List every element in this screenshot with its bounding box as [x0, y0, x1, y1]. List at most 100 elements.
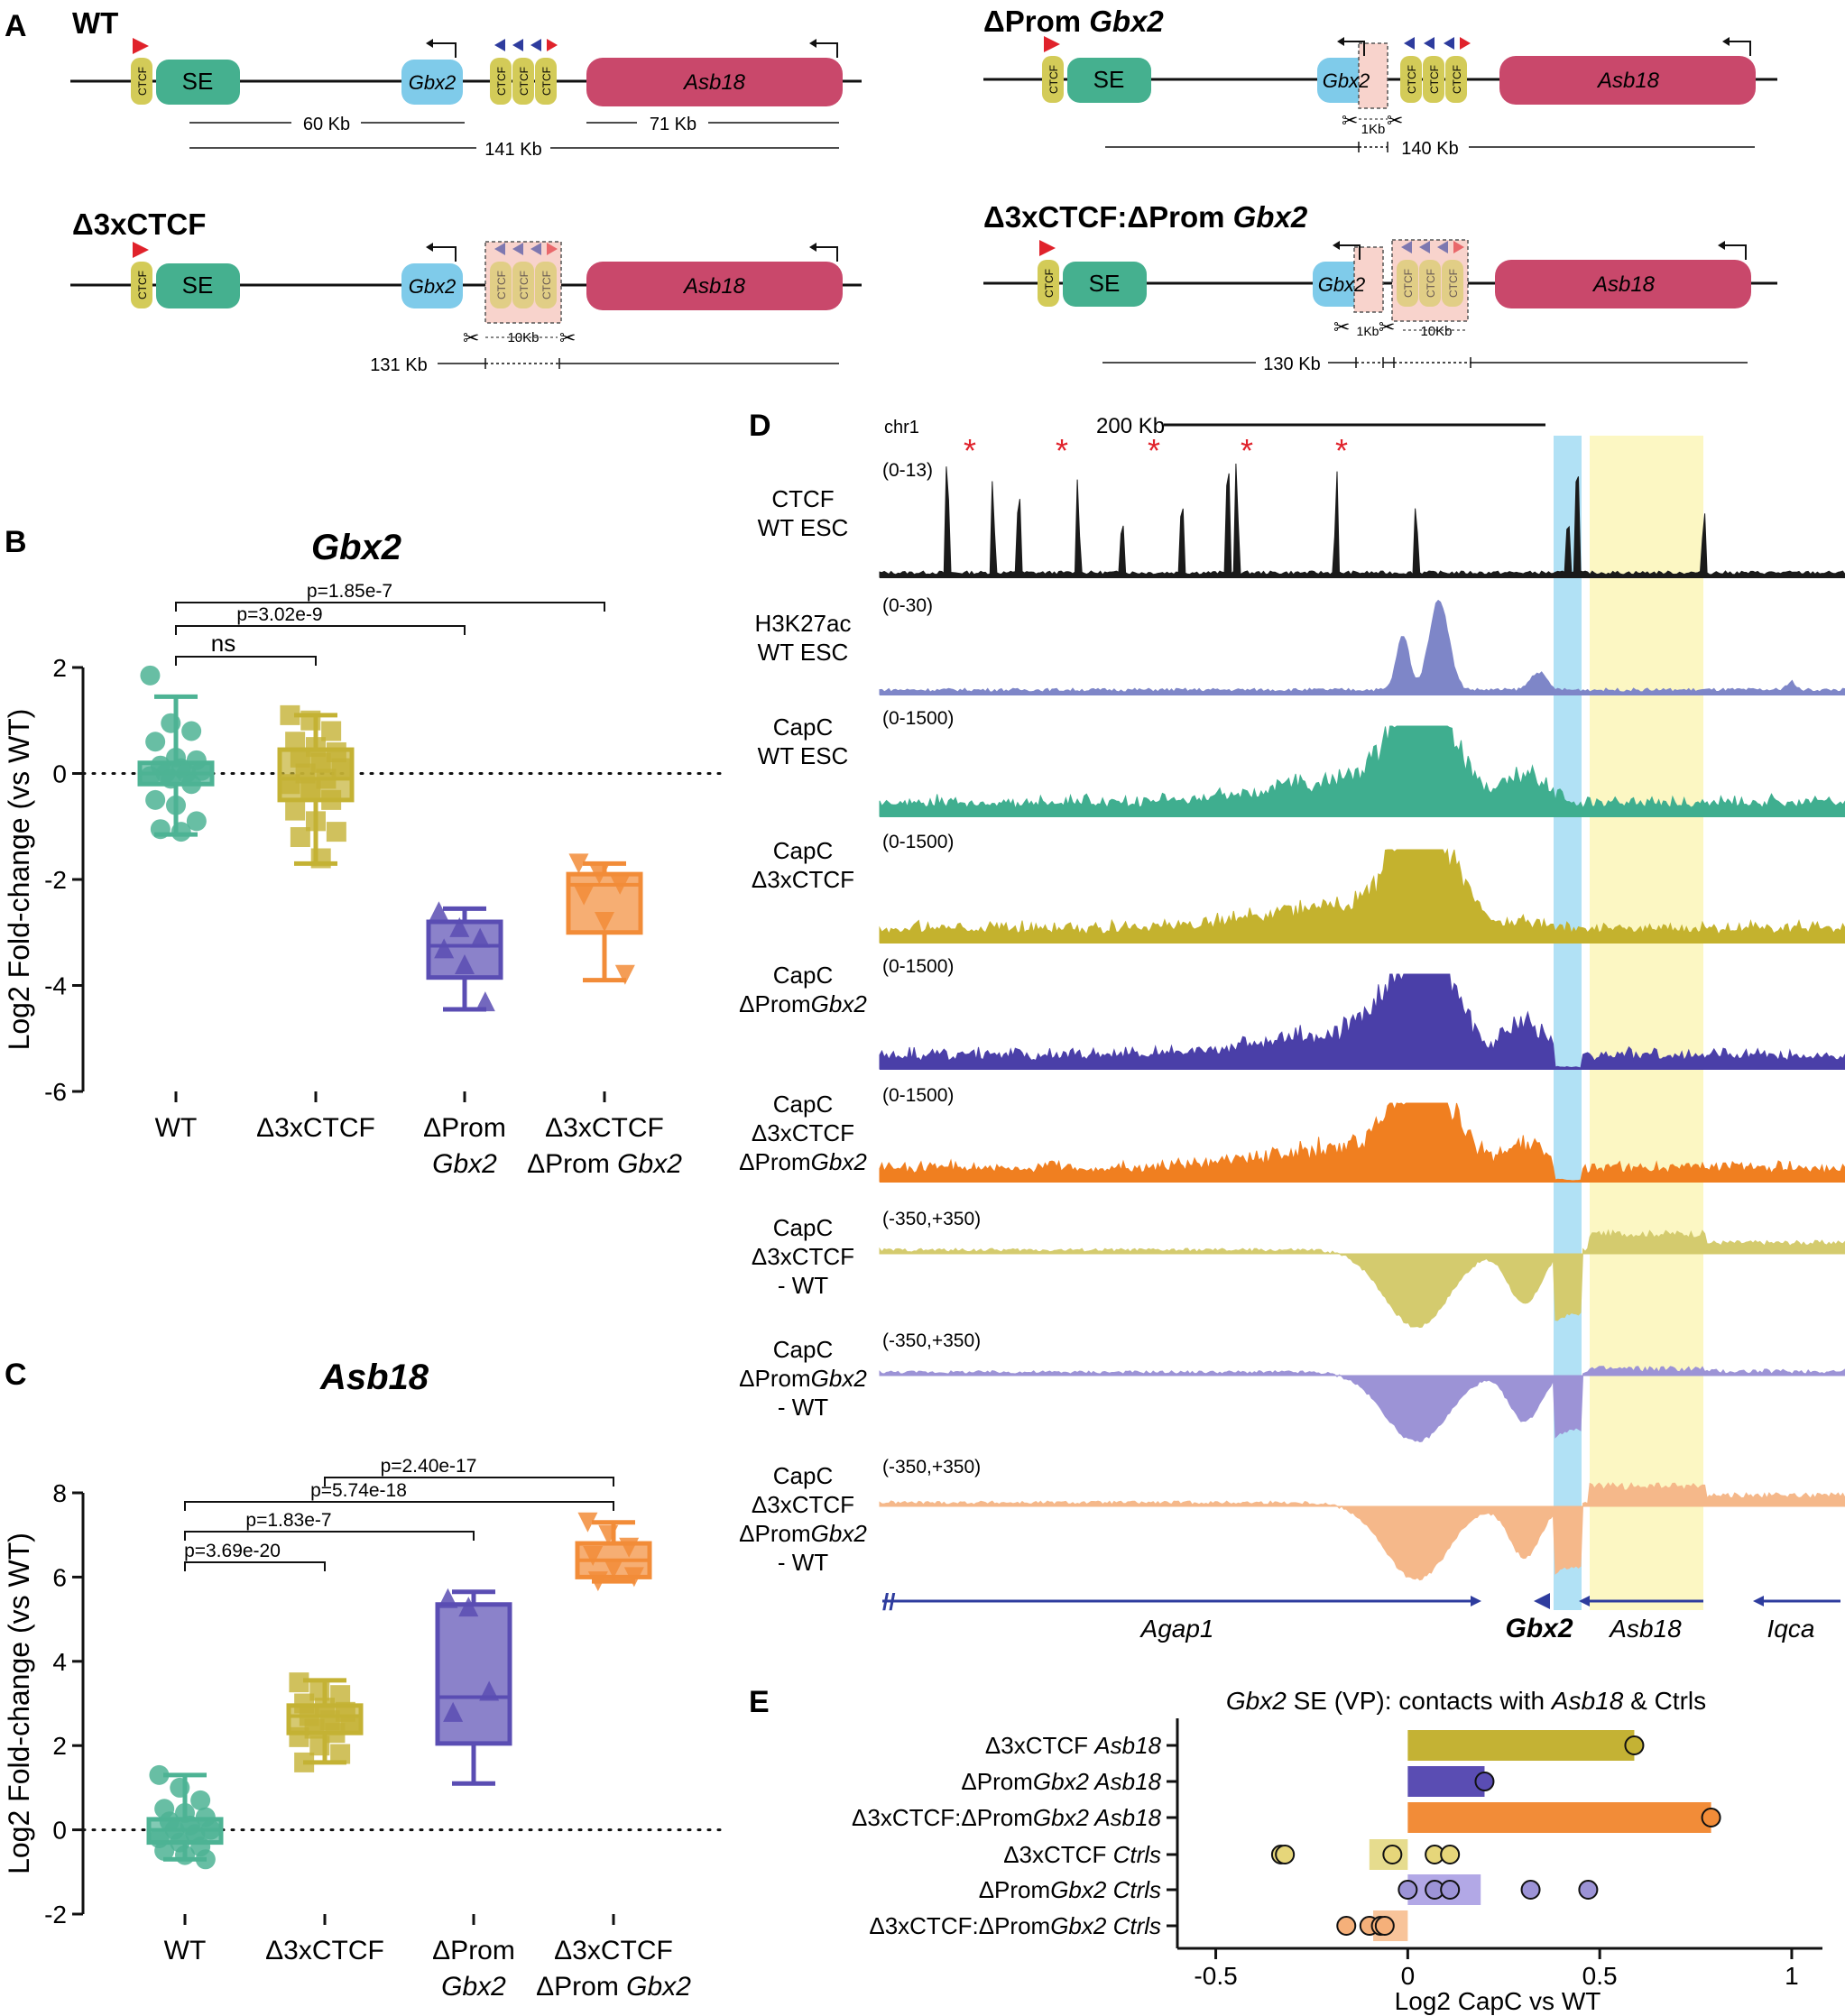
data-point — [200, 1819, 221, 1840]
data-point — [479, 1680, 500, 1701]
data-point — [309, 1735, 330, 1756]
x-tick-label: Δ3xCTCF — [256, 1113, 375, 1143]
data-point — [583, 1546, 604, 1567]
data-point — [280, 774, 300, 795]
data-point — [434, 938, 455, 959]
data-point — [150, 819, 171, 840]
asb18-gene — [1499, 56, 1756, 105]
track-signal — [879, 1102, 1845, 1183]
data-point — [455, 954, 475, 974]
svg-text:CTCF: CTCF — [518, 271, 530, 299]
svg-text:CTCF: CTCF — [1428, 65, 1441, 94]
x-tick-label: WT — [155, 1113, 198, 1143]
track-label: - WT — [778, 1549, 828, 1576]
track-signal — [879, 1482, 1845, 1581]
x-tick-label: -0.5 — [1194, 1962, 1237, 1990]
data-point — [623, 1567, 644, 1588]
track-range: (-350,+350) — [882, 1330, 981, 1351]
data-point — [309, 1680, 330, 1701]
data-point — [587, 1571, 608, 1592]
category-label: Δ3xCTCF:ΔPromGbx2 Ctrls — [869, 1912, 1161, 1939]
data-point — [326, 822, 346, 842]
significance-bracket — [324, 1477, 614, 1487]
ctcf-star-markers: * * * * * — [964, 432, 1348, 469]
ctcf-cluster-deleted: CTCF CTCF CTCF — [1397, 241, 1464, 307]
data-point — [316, 769, 337, 789]
ctcf-cluster-deleted: CTCF CTCF CTCF — [490, 243, 558, 308]
asb18-label: Asb18 — [682, 70, 746, 95]
data-point — [140, 665, 161, 686]
svg-text:CTCF: CTCF — [1447, 269, 1460, 298]
svg-text:Δ3xCTCF:ΔProm Gbx2: Δ3xCTCF:ΔProm Gbx2 — [983, 200, 1308, 234]
panel-label-c: C — [5, 1358, 27, 1392]
x-tick-label: ΔProm — [423, 1113, 506, 1143]
boxplot-asb18: Asb18 8 6 4 2 0 -2 Log2 Fold-change (vs WT) WT Δ3… — [3, 1358, 724, 2002]
data-point — [475, 991, 495, 1012]
p-value-label: p=3.02e-9 — [236, 604, 322, 625]
data-point — [619, 1537, 640, 1558]
data-point — [170, 1777, 190, 1798]
data-point — [470, 927, 491, 948]
data-point — [429, 901, 449, 922]
data-point — [290, 827, 310, 847]
distance-label: 141 Kb — [484, 140, 541, 160]
data-point — [290, 747, 310, 768]
data-point — [304, 1718, 325, 1739]
svg-text:Gbx2: Gbx2 — [1323, 69, 1370, 92]
data-point — [458, 1597, 479, 1617]
data-point — [306, 811, 326, 832]
data-point — [330, 1744, 351, 1764]
p-value-label: ns — [211, 630, 235, 657]
construct-title: Δ3xCTCF — [72, 207, 206, 241]
track-range: (0-1500) — [882, 1085, 954, 1106]
data-point — [190, 1790, 211, 1810]
cut-size: 1Kb — [1361, 122, 1386, 137]
x-tick-label: Gbx2 — [432, 1149, 497, 1179]
svg-text:CTCF: CTCF — [495, 67, 508, 96]
track-label: H3K27ac — [755, 610, 852, 637]
svg-text:Asb18: Asb18 — [1596, 69, 1660, 93]
contacts-bar-chart: Gbx2 SE (VP): contacts with Asb18 & Ctrl… — [852, 1687, 1822, 2015]
track-label: CapC — [773, 962, 833, 989]
bar — [1407, 1730, 1635, 1761]
x-tick-label: Δ3xCTCF — [545, 1113, 664, 1143]
cut-size: 10Kb — [507, 330, 539, 345]
data-point — [438, 1588, 458, 1608]
data-point — [614, 964, 635, 985]
data-point — [181, 774, 202, 795]
svg-text:ΔProm Gbx2: ΔProm Gbx2 — [983, 5, 1164, 38]
x-tick-label: 0 — [1401, 1962, 1416, 1990]
track-label: ΔPromGbx2 — [739, 1520, 867, 1547]
panel-label-a: A — [5, 9, 27, 43]
data-point — [326, 742, 346, 762]
data-point — [325, 1723, 346, 1744]
star-marker: * — [1148, 432, 1160, 469]
svg-text:CTCF: CTCF — [1406, 65, 1418, 94]
data-point — [306, 737, 326, 758]
data-point — [186, 811, 207, 832]
data-point — [171, 822, 191, 842]
track-label: Δ3xCTCF — [752, 1491, 854, 1518]
svg-text:CTCF: CTCF — [136, 271, 149, 299]
gene-label-asb18: Asb18 — [1608, 1615, 1682, 1643]
track-label: - WT — [778, 1394, 828, 1421]
data-point — [1440, 1845, 1461, 1864]
star-marker: * — [1241, 432, 1253, 469]
y-tick-label: -6 — [44, 1078, 67, 1106]
bar — [1407, 1802, 1711, 1833]
track-label: CapC — [773, 1462, 833, 1489]
y-tick-label: 0 — [52, 1817, 67, 1845]
category-label: Δ3xCTCF Asb18 — [985, 1732, 1162, 1759]
track-signal — [879, 848, 1845, 944]
track-label: WT ESC — [758, 639, 849, 666]
category-label: Δ3xCTCF:ΔPromGbx2 Asb18 — [852, 1804, 1162, 1831]
p-value-label: p=3.69e-20 — [184, 1541, 281, 1561]
gbx2-gene — [401, 60, 463, 105]
data-point — [595, 912, 614, 932]
data-point — [175, 1845, 195, 1865]
data-point — [1474, 1772, 1495, 1791]
